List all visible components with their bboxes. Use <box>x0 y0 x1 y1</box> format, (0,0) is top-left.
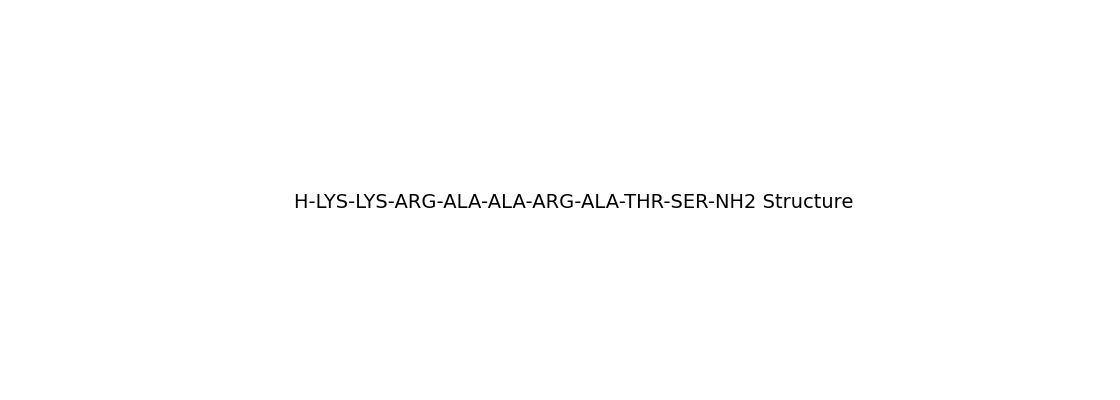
Text: H-LYS-LYS-ARG-ALA-ALA-ARG-ALA-THR-SER-NH2 Structure: H-LYS-LYS-ARG-ALA-ALA-ARG-ALA-THR-SER-NH… <box>295 192 853 212</box>
